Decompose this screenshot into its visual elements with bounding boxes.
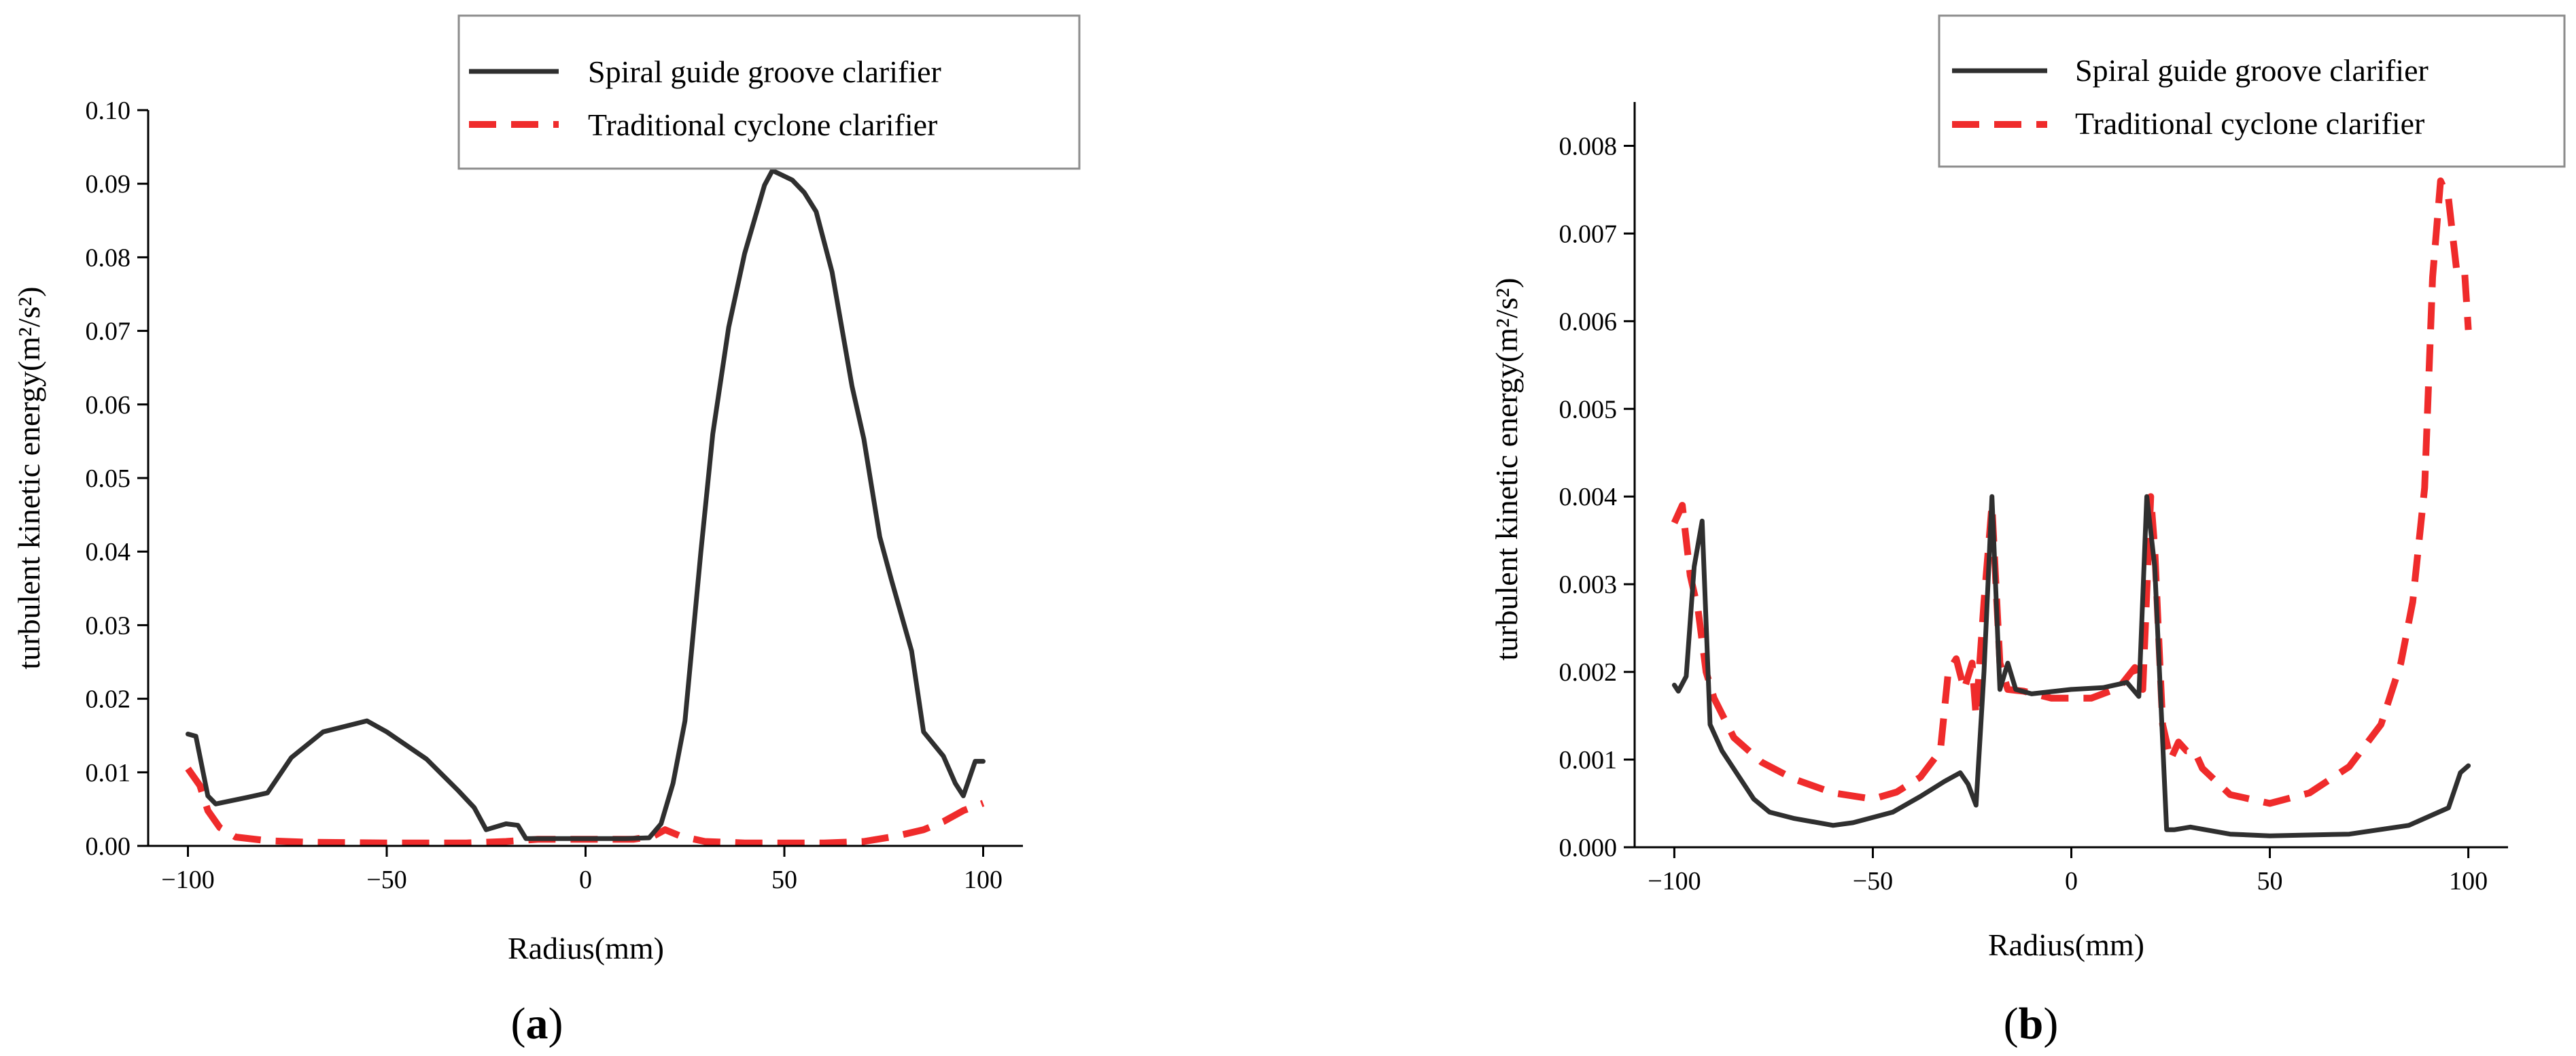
chart-a-ticks: −100 −50 0 50 100 0.00 0.01 0.02 0.03 0.04 0.05 0.0…: [86, 97, 1003, 894]
chart-b-series-traditional-line: [1671, 177, 2472, 807]
chart-a-legend: Spiral guide groove clarifier Traditiona…: [457, 14, 1081, 170]
chart-a-legend-label-traditional: Traditional cyclone clarifier: [588, 107, 937, 142]
chart-a-y-tick-label: 0.04: [86, 538, 131, 566]
chart-b-legend: Spiral guide groove clarifier Traditiona…: [1938, 14, 2566, 168]
chart-a-y-tick-label: 0.08: [86, 243, 131, 272]
chart-b-series-spiral-line: [1671, 494, 2471, 838]
chart-b-x-tick-label: 100: [2449, 867, 2488, 896]
chart-a-x-tick-label: 100: [964, 866, 1003, 894]
chart-b-ticks: −100 −50 0 50 100 0.000 0.001 0.002 0.003 0.004 0.…: [1559, 132, 2488, 896]
chart-a-y-tick-label: 0.07: [86, 318, 131, 346]
chart-a-x-tick-label: −50: [366, 866, 406, 894]
chart-b-legend-label-spiral: Spiral guide groove clarifier: [2075, 53, 2429, 88]
chart-b-x-tick-label: −100: [1648, 867, 1701, 896]
chart-b-y-tick-label: 0.008: [1559, 132, 1618, 160]
chart-a-y-tick-label: 0.05: [86, 464, 131, 493]
chart-a-y-tick-label: 0.03: [86, 611, 131, 640]
chart-b-y-tick-label: 0.003: [1559, 570, 1618, 599]
chart-a-series-spiral-line: [186, 168, 986, 841]
chart-b-x-tick-label: −50: [1853, 867, 1893, 896]
chart-b-x-tick-label: 0: [2065, 867, 2078, 896]
chart-a-plot-area: [185, 168, 986, 847]
chart-b-y-tick-label: 0.000: [1559, 834, 1618, 862]
chart-b-legend-label-traditional: Traditional cyclone clarifier: [2075, 106, 2424, 141]
chart-a-panel-label: (a): [511, 999, 563, 1049]
chart-a-series-traditional-line: [185, 766, 985, 847]
chart-a-x-axis-title: Radius(mm): [508, 931, 664, 966]
chart-b-plot-area: [1671, 177, 2472, 838]
chart-b-y-axis-title: turbulent kinetic energy(m²/s²): [1489, 277, 1524, 660]
chart-a-y-tick-label: 0.10: [86, 97, 131, 125]
chart-b-y-tick-label: 0.001: [1559, 746, 1618, 774]
chart-b-y-tick-label: 0.004: [1559, 483, 1618, 511]
chart-panel-a: −100 −50 0 50 100 0.00 0.01 0.02 0.03 0.04 0.05 0.0…: [12, 14, 1081, 1049]
chart-a-legend-label-spiral: Spiral guide groove clarifier: [588, 54, 941, 89]
chart-b-y-tick-label: 0.006: [1559, 307, 1618, 336]
chart-a-x-tick-label: −100: [161, 866, 214, 894]
chart-a-y-tick-label: 0.02: [86, 685, 131, 714]
chart-panel-b: −100 −50 0 50 100 0.000 0.001 0.002 0.003 0.004 0.…: [1489, 14, 2566, 1049]
chart-b-legend-box: [1938, 14, 2566, 168]
chart-b-x-axis-title: Radius(mm): [1988, 927, 2144, 962]
chart-b-panel-label: (b): [2004, 999, 2059, 1049]
chart-b-y-tick-label: 0.005: [1559, 395, 1618, 424]
chart-a-y-tick-label: 0.09: [86, 170, 131, 199]
chart-a-y-tick-label: 0.01: [86, 759, 131, 787]
chart-a-y-tick-label: 0.06: [86, 391, 131, 420]
chart-a-y-axis-title: turbulent kinetic energy(m²/s²): [12, 286, 46, 669]
chart-a-legend-box: [457, 14, 1081, 170]
chart-a-x-tick-label: 0: [579, 866, 592, 894]
chart-b-x-tick-label: 50: [2257, 867, 2283, 896]
chart-a-x-tick-label: 50: [771, 866, 797, 894]
chart-a-y-tick-label: 0.00: [86, 832, 131, 861]
chart-b-y-tick-label: 0.002: [1559, 658, 1618, 687]
chart-b-y-tick-label: 0.007: [1559, 220, 1618, 248]
